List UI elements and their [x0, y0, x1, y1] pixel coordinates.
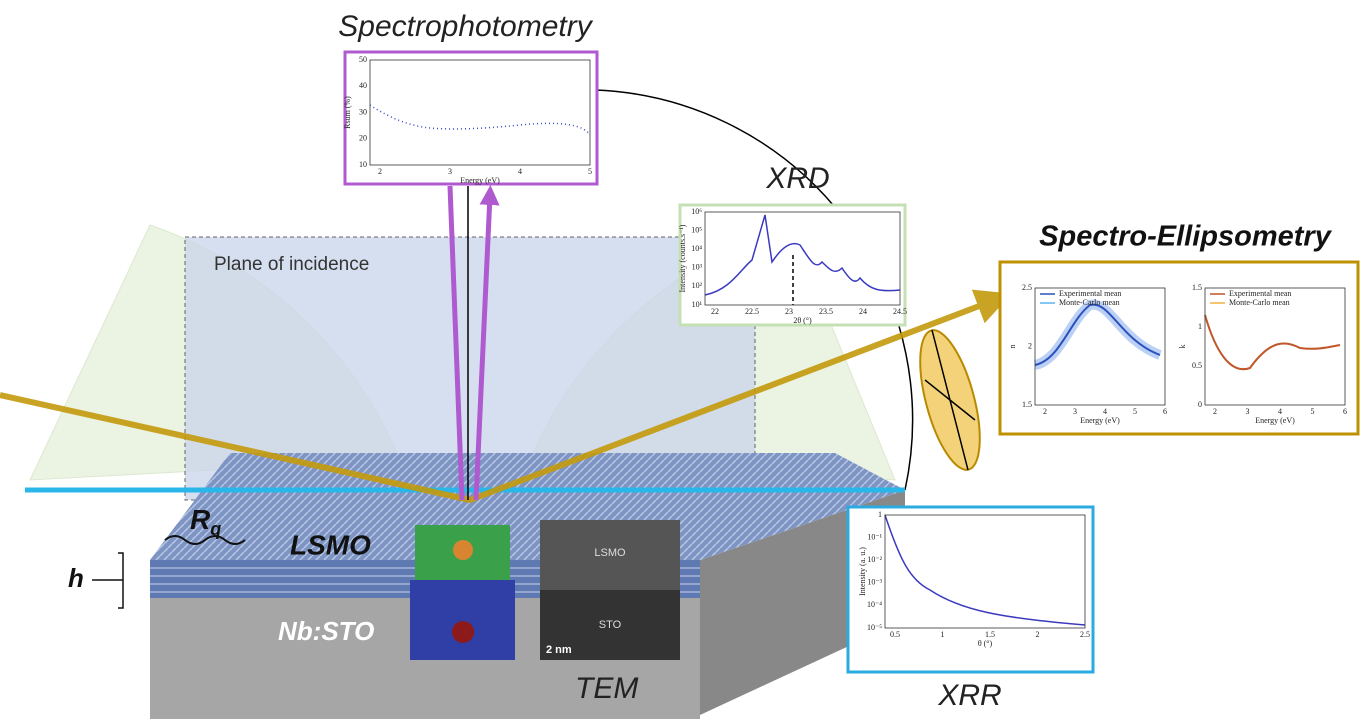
y-tick-label: 10⁵ [691, 225, 702, 234]
x-axis-label: Energy (eV) [1255, 416, 1295, 425]
x-tick-label: 24.5 [893, 307, 907, 316]
y-tick-label: 2.5 [1022, 283, 1032, 292]
x-axis-label: Energy (eV) [460, 176, 500, 185]
y-tick-label: 30 [359, 107, 367, 116]
y-tick-label: 20 [359, 134, 367, 143]
plot-area [1034, 287, 1166, 406]
plot-area [884, 514, 1086, 629]
x-tick-label: 2 [1213, 407, 1217, 416]
y-tick-label: 50 [359, 55, 367, 64]
y-tick-label: 10⁴ [691, 244, 702, 253]
x-tick-label: 4 [1103, 407, 1107, 416]
y-tick-label: 1.5 [1022, 400, 1032, 409]
roughness-label: Rq [190, 504, 221, 538]
y-tick-label: 10⁶ [691, 207, 702, 216]
x-tick-label: 24 [859, 307, 867, 316]
y-tick-label: 10⁻² [867, 555, 882, 564]
tem-substrate [540, 590, 680, 660]
xrd-title: XRD [765, 162, 829, 195]
roughness-symbol: R [190, 504, 211, 535]
spectro-title: Spectrophotometry [338, 10, 593, 43]
xrd-curve [704, 214, 901, 296]
y-tick-label: 10³ [692, 263, 703, 272]
polarization-axes [924, 329, 976, 471]
ellipso-title: Spectro-Ellipsometry [1039, 221, 1333, 253]
plot-area [369, 59, 591, 166]
y-tick-label: 0.5 [1192, 361, 1202, 370]
x-tick-label: 6 [1343, 407, 1347, 416]
spectro-frame [343, 50, 599, 186]
x-axis-label: Energy (eV) [1080, 416, 1120, 425]
xrr-title: XRR [937, 679, 1001, 712]
x-tick-label: 1.5 [985, 630, 995, 639]
x-tick-label: 2 [1036, 630, 1040, 639]
x-tick-label: 4 [1278, 407, 1282, 416]
roughness-subscript: q [210, 519, 221, 539]
y-tick-label: 10⁻¹ [867, 532, 882, 541]
x-tick-label: 2.5 [1080, 630, 1090, 639]
ellipso-k-curve [1204, 314, 1341, 371]
xrr-frame [846, 505, 1095, 674]
x-tick-label: 23 [785, 307, 793, 316]
x-tick-label: 23.5 [819, 307, 833, 316]
legend-label: Experimental mean [1059, 289, 1121, 298]
y-tick-label: 1 [878, 510, 882, 519]
y-tick-label: 2 [1028, 341, 1032, 350]
y-tick-label: 10⁻⁵ [867, 623, 882, 632]
legend-label: Experimental mean [1229, 289, 1291, 298]
tem-label: LSMO [594, 547, 626, 559]
x-tick-label: 2 [1043, 407, 1047, 416]
x-tick-label: 2 [378, 167, 382, 176]
x-axis-label: 2θ (°) [793, 316, 812, 325]
y-tick-label: 0 [1198, 400, 1202, 409]
roughness-squiggle [164, 535, 246, 545]
y-tick-label: 10² [692, 281, 703, 290]
tem-label: STO [599, 619, 622, 631]
y-tick-label: 40 [359, 81, 367, 90]
y-tick-label: 1 [1198, 322, 1202, 331]
x-axis-label: θ (°) [978, 639, 993, 648]
x-tick-label: 3 [448, 167, 452, 176]
y-axis-label: Rsum (%) [343, 96, 352, 129]
x-tick-label: 3 [1246, 407, 1250, 416]
tem-title: TEM [575, 672, 638, 705]
y-axis-label: k [1178, 345, 1187, 349]
thickness-label: h [68, 563, 84, 593]
crystal-structure [410, 525, 515, 660]
y-tick-label: 10⁻⁴ [867, 600, 882, 609]
lsmo-surface [150, 453, 905, 560]
x-tick-label: 6 [1163, 407, 1167, 416]
lsmo-label: LSMO [290, 529, 371, 560]
y-axis-label: n [1008, 345, 1017, 349]
x-tick-label: 5 [588, 167, 592, 176]
light-beam [0, 289, 1012, 504]
y-tick-label: 10⁻³ [867, 578, 882, 587]
substrate-label: Nb:STO [278, 616, 374, 646]
x-tick-label: 4 [518, 167, 522, 176]
y-tick-label: 1.5 [1192, 283, 1202, 292]
x-tick-label: 5 [1311, 407, 1315, 416]
legend-label: Monte-Carlo mean [1059, 298, 1120, 307]
x-tick-label: 22 [711, 307, 719, 316]
y-axis-label: Intensity (counts.s⁻¹) [678, 224, 687, 292]
x-tick-label: 1 [941, 630, 945, 639]
y-tick-label: 10 [359, 160, 367, 169]
x-tick-label: 22.5 [745, 307, 759, 316]
x-tick-label: 5 [1133, 407, 1137, 416]
reflected-beam [473, 185, 500, 501]
xrr-curve [884, 514, 1086, 626]
plot-area [1204, 287, 1346, 406]
x-tick-label: 0.5 [890, 630, 900, 639]
tem-scale: 2 nm [546, 644, 572, 656]
legend-label: Monte-Carlo mean [1229, 298, 1290, 307]
y-tick-label: 10¹ [692, 300, 703, 309]
plane-label: Plane of incidence [214, 254, 369, 275]
y-axis-label: Intensity (a. u.) [858, 547, 867, 596]
thickness-bracket [92, 552, 124, 609]
ellipso-n-curve [1034, 303, 1161, 366]
x-tick-label: 3 [1073, 407, 1077, 416]
incident-beam [447, 185, 465, 501]
plot-area [704, 211, 901, 306]
